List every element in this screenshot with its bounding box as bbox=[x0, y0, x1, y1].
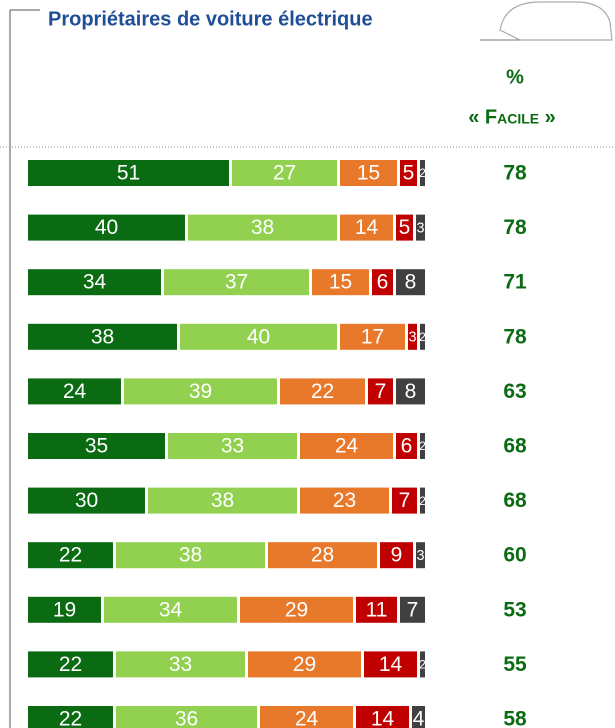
segment-label: 11 bbox=[366, 598, 388, 621]
segment-label: 17 bbox=[361, 325, 384, 348]
segment-label: 8 bbox=[405, 271, 417, 294]
segment-label: 3 bbox=[416, 220, 424, 236]
segment-label: 9 bbox=[391, 544, 403, 567]
segment-label: 14 bbox=[355, 216, 379, 239]
chart-title: Propriétaires de voiture électrique bbox=[48, 8, 373, 30]
segment-label: 19 bbox=[53, 598, 76, 621]
segment-label: 51 bbox=[117, 162, 140, 185]
total-header: % bbox=[506, 66, 524, 88]
total-value: 60 bbox=[503, 544, 526, 567]
segment-label: 22 bbox=[59, 653, 82, 676]
segment-label: 34 bbox=[159, 598, 183, 621]
total-value: 78 bbox=[503, 162, 527, 185]
segment-label: 2 bbox=[419, 494, 426, 508]
segment-label: 37 bbox=[225, 271, 248, 294]
total-value: 68 bbox=[503, 435, 527, 458]
segment-label: 6 bbox=[377, 271, 389, 294]
segment-label: 22 bbox=[59, 544, 82, 567]
segment-label: 6 bbox=[401, 435, 413, 458]
segment-label: 27 bbox=[273, 162, 296, 185]
total-value: 55 bbox=[503, 653, 527, 676]
segment-label: 15 bbox=[357, 162, 380, 185]
total-value: 68 bbox=[503, 489, 527, 512]
segment-label: 24 bbox=[63, 380, 87, 403]
segment-label: 24 bbox=[335, 435, 359, 458]
segment-label: 14 bbox=[371, 708, 395, 728]
segment-label: 40 bbox=[95, 216, 118, 239]
segment-label: 28 bbox=[311, 544, 334, 567]
segment-label: 14 bbox=[379, 653, 403, 676]
segment-label: 38 bbox=[211, 489, 234, 512]
segment-label: 3 bbox=[416, 548, 424, 564]
segment-label: 5 bbox=[399, 216, 411, 239]
segment-label: 15 bbox=[329, 271, 352, 294]
total-value: 63 bbox=[503, 380, 526, 403]
car-icon bbox=[500, 2, 612, 40]
total-value: 53 bbox=[503, 598, 526, 621]
segment-label: 8 bbox=[405, 380, 417, 403]
segment-label: 3 bbox=[408, 330, 416, 346]
segment-label: 2 bbox=[419, 166, 426, 180]
segment-label: 2 bbox=[419, 658, 426, 672]
total-value: 71 bbox=[503, 271, 527, 294]
segment-label: 40 bbox=[247, 325, 270, 348]
segment-label: 33 bbox=[169, 653, 192, 676]
segment-label: 29 bbox=[293, 653, 316, 676]
segment-label: 24 bbox=[295, 708, 319, 728]
segment-label: 5 bbox=[403, 162, 415, 185]
segment-label: 7 bbox=[407, 598, 419, 621]
segment-label: 34 bbox=[83, 271, 107, 294]
segment-label: 35 bbox=[85, 435, 108, 458]
segment-label: 30 bbox=[75, 489, 98, 512]
segment-label: 23 bbox=[333, 489, 356, 512]
total-header: « Facile » bbox=[468, 106, 556, 128]
total-value: 58 bbox=[503, 708, 527, 728]
segment-label: 33 bbox=[221, 435, 244, 458]
segment-label: 29 bbox=[285, 598, 308, 621]
total-value: 78 bbox=[503, 325, 527, 348]
total-value: 78 bbox=[503, 216, 527, 239]
segment-label: 4 bbox=[413, 708, 425, 728]
segment-label: 38 bbox=[251, 216, 274, 239]
segment-label: 36 bbox=[175, 708, 198, 728]
segment-label: 22 bbox=[311, 380, 334, 403]
segment-label: 2 bbox=[419, 330, 426, 344]
segment-label: 7 bbox=[375, 380, 387, 403]
segment-label: 38 bbox=[91, 325, 114, 348]
segment-label: 39 bbox=[189, 380, 212, 403]
segment-label: 2 bbox=[419, 439, 426, 453]
segment-label: 7 bbox=[399, 489, 411, 512]
chart: Propriétaires de voiture électrique % « … bbox=[0, 0, 615, 728]
segment-label: 22 bbox=[59, 708, 82, 728]
segment-label: 38 bbox=[179, 544, 202, 567]
